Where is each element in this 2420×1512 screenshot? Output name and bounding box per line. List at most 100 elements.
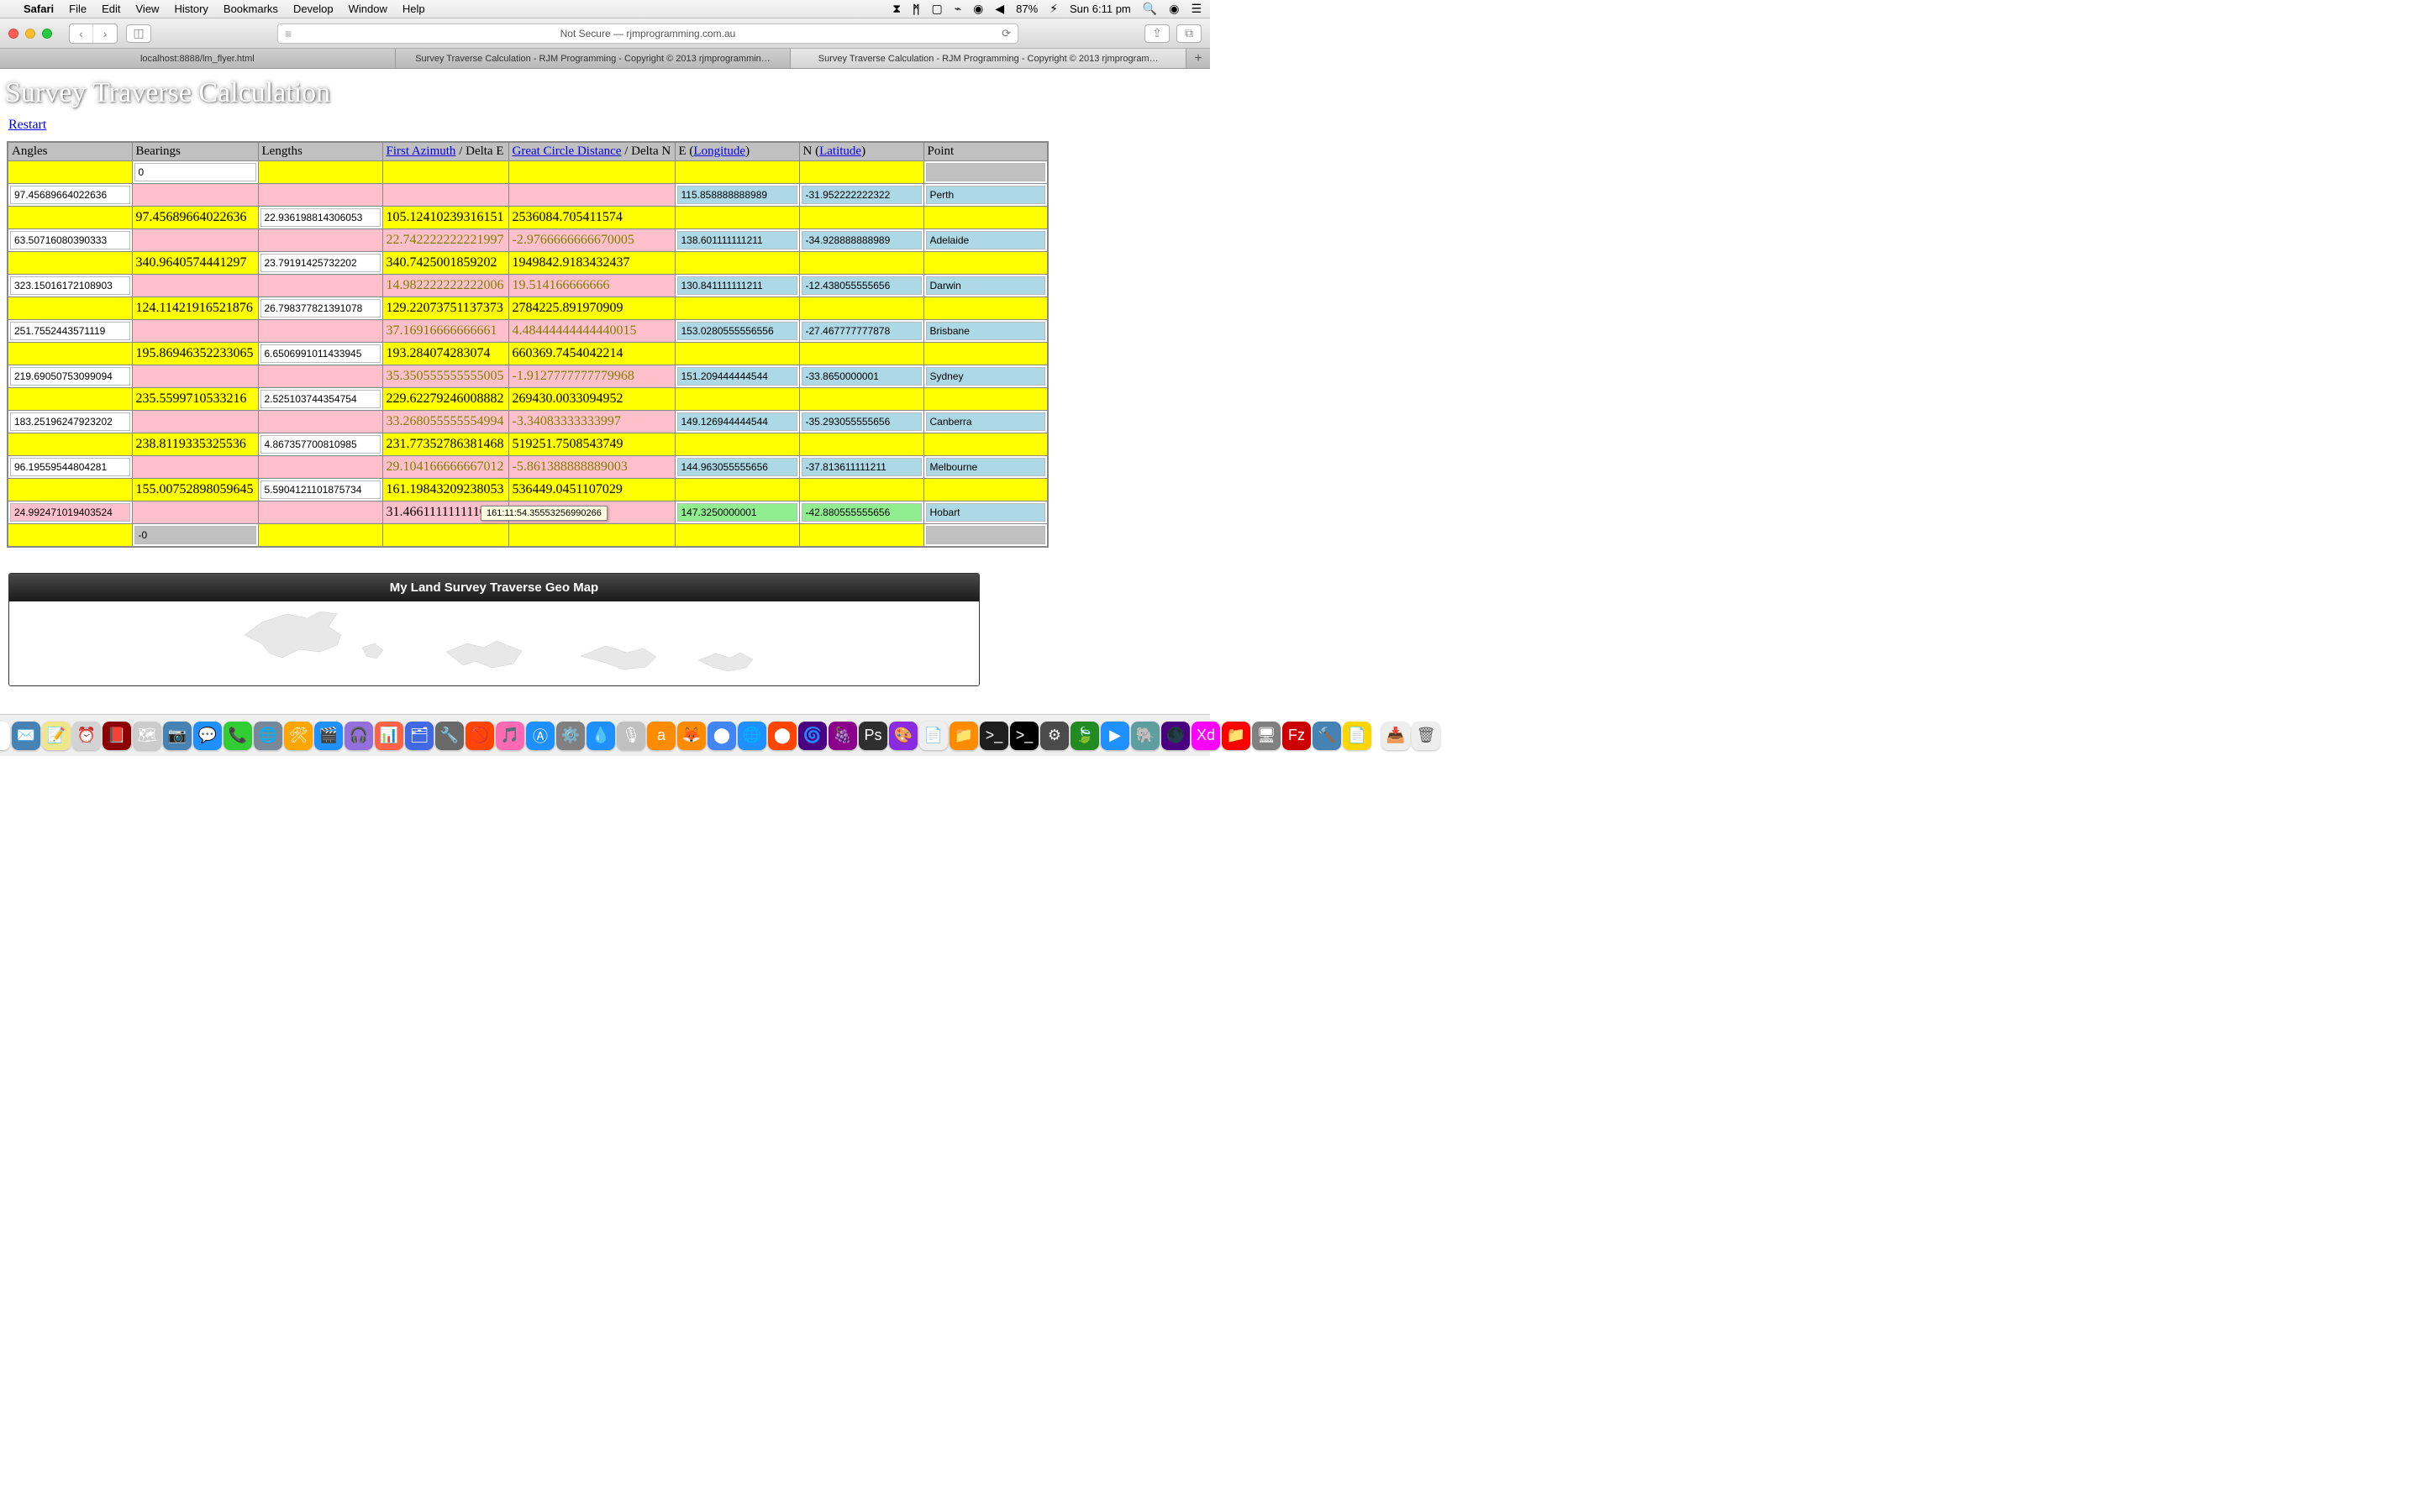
cell-input[interactable] [260, 344, 381, 363]
geomap-body[interactable] [9, 601, 979, 685]
dock-app-icon[interactable]: 🌐 [254, 722, 282, 750]
dock-app-icon[interactable]: ✉️ [12, 722, 40, 750]
cell-input[interactable] [802, 231, 922, 249]
cell-input[interactable] [260, 435, 381, 454]
dock-app-icon[interactable]: 🎨 [889, 722, 918, 750]
dock-app-icon[interactable]: 🔧 [435, 722, 464, 750]
dock-app-icon[interactable]: 📕 [103, 722, 131, 750]
reload-icon[interactable]: ⟳ [1002, 27, 1011, 40]
dock-app-icon[interactable]: 🚫 [466, 722, 494, 750]
dock-app-icon[interactable]: 🔨 [1313, 722, 1341, 750]
cell-input[interactable] [10, 276, 130, 295]
menu-help[interactable]: Help [402, 3, 425, 15]
siri-icon[interactable]: ◉ [1169, 2, 1179, 16]
cell-input[interactable] [260, 254, 381, 272]
dock-app-icon[interactable]: 📷 [163, 722, 192, 750]
menu-edit[interactable]: Edit [102, 3, 120, 15]
cell-input[interactable] [926, 186, 1046, 204]
cell-input[interactable] [134, 163, 256, 181]
window-close-button[interactable] [8, 29, 18, 39]
dock-app-icon[interactable]: 🍇 [829, 722, 857, 750]
browser-tab[interactable]: Survey Traverse Calculation - RJM Progra… [791, 49, 1186, 68]
spotlight-icon[interactable]: 🔍 [1143, 2, 1157, 16]
dock-app-icon[interactable]: 🖥 [1252, 722, 1281, 750]
dock-app-icon[interactable]: a [647, 722, 676, 750]
cell-input[interactable] [10, 231, 130, 249]
cell-input[interactable] [802, 458, 922, 476]
cell-input[interactable] [10, 367, 130, 386]
menu-bookmarks[interactable]: Bookmarks [224, 3, 278, 15]
dock-app-icon[interactable]: 🌐 [738, 722, 766, 750]
cell-input[interactable] [260, 480, 381, 499]
cell-input[interactable] [677, 322, 797, 340]
window-minimize-button[interactable] [25, 29, 35, 39]
cell-input[interactable] [926, 412, 1046, 431]
dock-app-icon[interactable]: 🗑 [1412, 722, 1440, 750]
bluetooth-icon[interactable]: ⌁ [955, 2, 961, 16]
dock-app-icon[interactable]: ⬤ [768, 722, 797, 750]
dock-app-icon[interactable]: 🌑 [1161, 722, 1190, 750]
forward-button[interactable]: › [93, 24, 117, 43]
dock-app-icon[interactable]: ⚙️ [556, 722, 585, 750]
cell-input[interactable] [677, 231, 797, 249]
dock-app-icon[interactable]: 📄 [1343, 722, 1371, 750]
cell-input[interactable] [926, 503, 1046, 522]
dock-app-icon[interactable]: Ⓐ [526, 722, 555, 750]
cell-input[interactable] [677, 412, 797, 431]
cell-input[interactable] [677, 367, 797, 386]
dock-app-icon[interactable]: 💧 [587, 722, 615, 750]
cell-input[interactable] [10, 322, 130, 340]
cell-input[interactable] [10, 503, 130, 522]
dock-app-icon[interactable]: 🎵 [496, 722, 524, 750]
cell-input[interactable] [926, 526, 1046, 544]
dock-app-icon[interactable]: Ps [859, 722, 887, 750]
menu-file[interactable]: File [69, 3, 87, 15]
airplay-icon[interactable]: ▢ [931, 2, 942, 16]
cell-input[interactable] [260, 299, 381, 318]
cell-input[interactable] [10, 186, 130, 204]
cell-input[interactable] [802, 412, 922, 431]
cell-input[interactable] [260, 208, 381, 227]
volume-icon[interactable]: ◀ [995, 2, 1004, 16]
dock-app-icon[interactable]: 🦊 [677, 722, 706, 750]
restart-link[interactable]: Restart [8, 118, 46, 133]
tabs-button[interactable]: ⧉ [1176, 24, 1202, 43]
dock-app-icon[interactable]: 📁 [1222, 722, 1250, 750]
status-icon[interactable]: ⧗ [892, 2, 901, 16]
cell-input[interactable] [677, 503, 797, 522]
notification-center-icon[interactable]: ☰ [1191, 2, 1202, 16]
dock-app-icon[interactable]: Xd [1192, 722, 1220, 750]
dock-app-icon[interactable]: ⏰ [72, 722, 101, 750]
dock-app-icon[interactable]: 📄 [919, 722, 948, 750]
dock-app-icon[interactable]: >_ [1010, 722, 1039, 750]
cell-input[interactable] [926, 231, 1046, 249]
dock-app-icon[interactable]: 🍃 [1071, 722, 1099, 750]
dock-app-icon[interactable]: ⬤ [708, 722, 736, 750]
cell-input[interactable] [10, 412, 130, 431]
cell-input[interactable] [926, 367, 1046, 386]
cell-input[interactable] [802, 322, 922, 340]
dock-app-icon[interactable]: 💬 [193, 722, 222, 750]
cell-input[interactable] [802, 503, 922, 522]
browser-tab[interactable]: Survey Traverse Calculation - RJM Progra… [396, 49, 792, 68]
menu-view[interactable]: View [136, 3, 160, 15]
cell-input[interactable] [926, 322, 1046, 340]
first-azimuth-link[interactable]: First Azimuth [387, 144, 456, 158]
clock[interactable]: Sun 6:11 pm [1070, 3, 1131, 15]
dock-app-icon[interactable]: 🎬 [314, 722, 343, 750]
sidebar-toggle-button[interactable]: ◫ [126, 24, 151, 43]
cell-input[interactable] [260, 390, 381, 408]
dock-app-icon[interactable]: 📥 [1381, 722, 1410, 750]
dock-app-icon[interactable]: 📝 [42, 722, 71, 750]
cell-input[interactable] [10, 458, 130, 476]
cell-input[interactable] [926, 163, 1046, 181]
dock-app-icon[interactable]: ⚙ [1040, 722, 1069, 750]
browser-tab[interactable]: localhost:8888/lm_flyer.html [0, 49, 396, 68]
share-button[interactable]: ⇪ [1144, 24, 1170, 43]
latitude-link[interactable]: Latitude [819, 144, 861, 158]
window-zoom-button[interactable] [42, 29, 52, 39]
dock-app-icon[interactable]: 🐘 [1131, 722, 1160, 750]
dock-app-icon[interactable]: 🎙 [617, 722, 645, 750]
menu-history[interactable]: History [174, 3, 208, 15]
app-name[interactable]: Safari [24, 3, 54, 15]
